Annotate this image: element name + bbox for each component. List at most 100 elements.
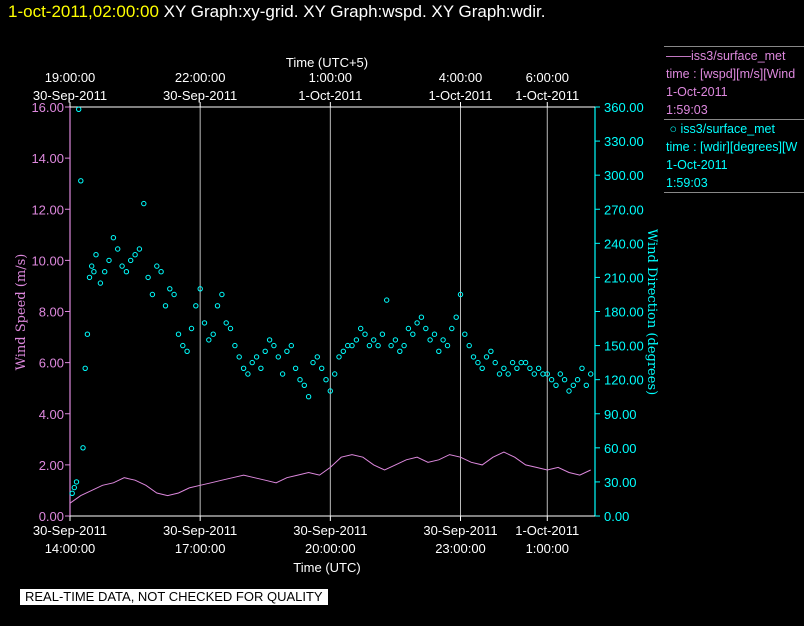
bottom-tick-date: 30-Sep-2011 — [293, 523, 367, 538]
wind-direction-point — [180, 342, 186, 349]
wind-direction-point — [245, 371, 251, 377]
wind-direction-point — [323, 377, 329, 383]
wind-direction-point — [253, 354, 260, 360]
wind-direction-point — [449, 325, 455, 332]
bottom-tick-date: 30-Sep-2011 — [423, 523, 497, 538]
wind-direction-point — [470, 354, 477, 360]
wind-direction-point — [453, 314, 459, 320]
wind-direction-point — [462, 331, 468, 337]
wind-direction-point — [167, 286, 173, 292]
right-tick-label: 180.00 — [604, 305, 644, 320]
wind-direction-point — [340, 348, 346, 354]
wind-direction-point — [119, 263, 125, 269]
bottom-axis-ticks: 30-Sep-2011 14:00:00 30-Sep-2011 17:00:00 30… — [33, 516, 579, 556]
wind-direction-point — [240, 365, 247, 371]
top-tick-time: 19:00:00 — [45, 70, 96, 85]
legend-wspd-date: 1-Oct-2011 — [666, 85, 728, 99]
wind-direction-point — [475, 359, 481, 366]
wind-direction-point — [171, 291, 177, 298]
right-tick-label: 270.00 — [604, 202, 644, 217]
top-tick-time: 22:00:00 — [175, 70, 226, 85]
left-tick-label: 0.00 — [39, 509, 64, 524]
wind-direction-point — [223, 320, 229, 326]
line-marker-icon: —— — [666, 49, 691, 63]
top-tick-date: 1-Oct-2011 — [428, 88, 492, 103]
top-axis-title: Time (UTC+5) — [286, 55, 368, 70]
wind-direction-point — [514, 365, 520, 371]
wind-direction-point — [327, 388, 333, 394]
wind-direction-point — [466, 342, 472, 349]
wind-direction-point — [540, 371, 546, 377]
wind-direction-point — [479, 365, 485, 371]
wind-direction-point — [297, 377, 303, 383]
wind-direction-point — [288, 342, 294, 349]
wind-direction-point — [353, 337, 360, 343]
right-axis-ticks: 0.00 30.00 60.00 90.00 120.00 150.00 180.00 210… — [595, 100, 644, 524]
wind-direction-point — [271, 342, 277, 349]
wind-direction-point — [232, 342, 238, 349]
wind-direction-point — [86, 274, 93, 281]
wind-direction-point — [71, 484, 78, 491]
right-tick-label: 330.00 — [604, 134, 644, 149]
wind-direction-point — [184, 348, 190, 354]
wind-direction-point — [110, 235, 117, 241]
wind-direction-point — [193, 303, 199, 309]
wind-direction-point — [557, 371, 563, 377]
top-tick-time: 1:00:00 — [309, 70, 352, 85]
wind-speed-series — [69, 451, 591, 504]
wind-direction-point — [305, 394, 312, 400]
wind-direction-point — [505, 371, 511, 377]
wind-direction-point — [579, 365, 585, 371]
wind-direction-point — [440, 337, 446, 343]
wind-direction-point — [423, 325, 429, 332]
bottom-axis-title: Time (UTC) — [293, 560, 360, 575]
wind-direction-point — [102, 269, 108, 275]
wind-direction-point — [201, 320, 208, 326]
bottom-tick-time: 1:00:00 — [526, 541, 569, 556]
wind-direction-point — [492, 359, 498, 366]
wind-direction-point — [310, 359, 316, 366]
legend-wdir-source: iss3/surface_met — [680, 122, 775, 136]
wind-direction-point — [501, 365, 507, 371]
left-tick-label: 16.00 — [31, 100, 64, 115]
wind-direction-point — [249, 359, 255, 366]
wind-direction-point — [488, 348, 494, 354]
legend-entry-wspd: ——iss3/surface_met time : [wspd][m/s][Wi… — [664, 46, 804, 119]
legend-wdir-time: 1:59:03 — [666, 176, 708, 190]
plot-frame — [69, 106, 596, 517]
wind-direction-point — [292, 365, 299, 371]
wind-direction-point — [175, 331, 182, 337]
wind-speed-line — [69, 451, 591, 504]
wind-direction-point — [197, 286, 203, 292]
wind-direction-point — [427, 337, 433, 343]
wind-direction-point — [548, 377, 555, 383]
wind-direction-point — [106, 257, 112, 264]
wind-direction-point — [84, 331, 91, 337]
left-axis-label: Wind Speed (m/s) — [14, 254, 29, 371]
wind-direction-point — [262, 348, 268, 354]
right-tick-label: 300.00 — [604, 168, 644, 183]
right-tick-label: 150.00 — [604, 339, 644, 354]
wind-direction-point — [266, 337, 273, 343]
wind-direction-point — [410, 331, 416, 337]
wind-direction-point — [397, 348, 403, 354]
wind-direction-point — [236, 354, 242, 360]
wind-direction-point — [275, 354, 281, 360]
wind-direction-point — [444, 342, 451, 349]
wind-direction-point — [349, 342, 355, 349]
wind-direction-point — [553, 382, 559, 388]
wind-direction-point — [91, 269, 97, 275]
wind-direction-point — [132, 252, 138, 258]
graph-title-xy-grid: XY Graph:xy-grid. — [163, 2, 299, 21]
graph-title-wdir: XY Graph:wdir. — [431, 2, 546, 21]
wind-direction-point — [145, 274, 151, 281]
legend-wspd-source: iss3/surface_met — [691, 49, 786, 63]
wind-direction-point — [392, 337, 399, 343]
wind-direction-point — [210, 331, 216, 337]
wind-direction-point — [531, 371, 537, 377]
wind-direction-series — [69, 106, 594, 496]
wind-direction-point — [76, 106, 82, 113]
quality-notice: REAL-TIME DATA, NOT CHECKED FOR QUALITY — [20, 589, 328, 605]
top-tick-time: 6:00:00 — [526, 70, 569, 85]
